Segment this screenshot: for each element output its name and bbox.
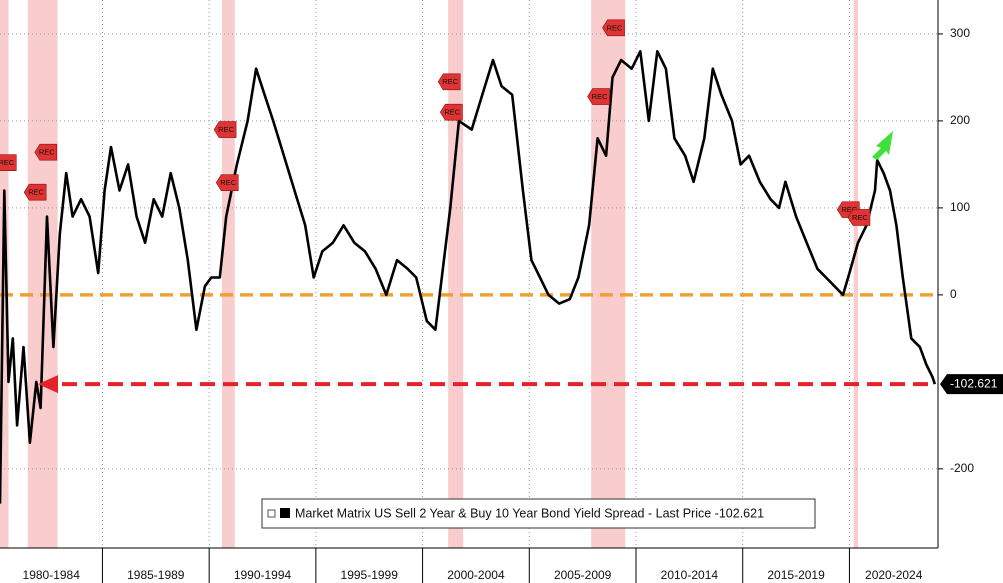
rec-flag — [602, 19, 625, 37]
rec-flag-label: REC — [444, 108, 460, 117]
recession-band — [591, 0, 626, 548]
rec-flag-label: REC — [0, 158, 15, 167]
recession-band — [853, 0, 858, 548]
last-price-tag — [940, 374, 1003, 395]
recession-band — [221, 0, 235, 548]
last-price-arrow — [38, 375, 58, 394]
rec-flag — [0, 154, 17, 171]
y-tick-label: -200 — [950, 461, 974, 475]
x-tick-label: 1985-1989 — [127, 568, 185, 582]
legend-swatch — [280, 508, 290, 518]
grid — [0, 0, 938, 548]
legend-box — [261, 498, 816, 529]
series-line — [0, 50, 937, 504]
green-arrow — [872, 131, 893, 160]
rec-flag-label: REC — [28, 188, 44, 197]
y-tick-label: 200 — [950, 113, 970, 127]
rec-flag — [847, 209, 871, 226]
recession-bands — [0, 0, 858, 548]
rec-flag-label: REC — [592, 92, 608, 101]
y-tick-label: 100 — [950, 200, 970, 214]
rec-flag-label: REC — [218, 125, 234, 134]
rec-flag-label: REC — [607, 23, 623, 32]
x-tick-label: 2010-2014 — [661, 568, 719, 582]
rec-flag — [23, 183, 47, 201]
legend-toggle — [267, 509, 276, 518]
rec-flag-label: REC — [220, 178, 236, 187]
x-tick-label: 2005-2009 — [554, 568, 612, 582]
rec-flag — [215, 174, 239, 191]
x-tick-label: 2015-2019 — [767, 568, 825, 582]
y-tick-label: 0 — [950, 287, 957, 301]
x-tick-label: 2020-2024 — [865, 568, 923, 582]
x-tick-label: 1980-1984 — [23, 568, 81, 582]
recession-band — [448, 0, 464, 548]
rec-flag-label: REC — [852, 213, 868, 222]
legend: Market Matrix US Sell 2 Year & Buy 10 Ye… — [261, 498, 816, 529]
x-tick-label: 1995-1999 — [341, 568, 399, 582]
x-tick-label: 2000-2004 — [447, 568, 505, 582]
rec-flag — [213, 121, 237, 138]
rec-flag — [34, 143, 58, 161]
x-tick-label: 1990-1994 — [234, 568, 292, 582]
last-price-label: -102.621 — [950, 376, 998, 390]
y-tick-label: 300 — [950, 26, 970, 40]
rec-flag — [439, 103, 463, 121]
recession-band — [27, 0, 58, 548]
legend-label: Market Matrix US Sell 2 Year & Buy 10 Ye… — [295, 506, 764, 520]
rec-flag — [587, 88, 610, 105]
rec-flag-label: REC — [841, 205, 857, 214]
rec-flag — [437, 73, 461, 91]
rec-flag-label: REC — [39, 148, 55, 157]
rec-flag-label: REC — [442, 77, 458, 86]
lines — [0, 50, 938, 504]
